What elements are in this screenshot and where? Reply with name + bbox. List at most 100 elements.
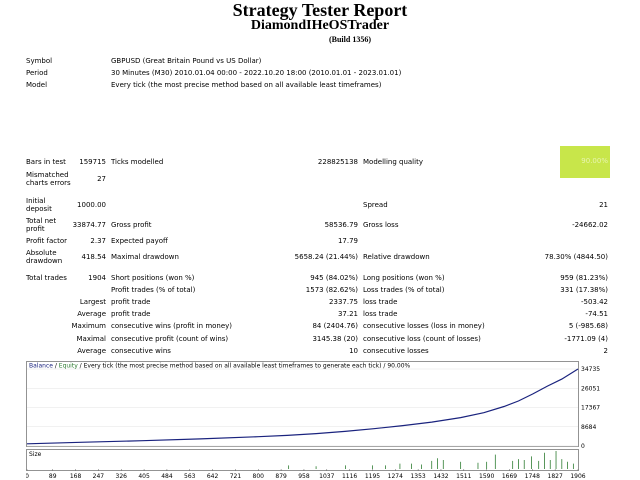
x-tick-label: 879 <box>275 473 287 479</box>
report-title: Strategy Tester Report <box>232 0 408 20</box>
absdd-value: 418.54 <box>81 253 107 261</box>
maximal-label: Maximal <box>76 335 106 343</box>
avglosses-label: consecutive losses <box>363 347 429 355</box>
x-tick-label: 1353 <box>410 473 425 479</box>
ltrades-value: 331 (17.38%) <box>560 286 608 294</box>
grossloss-value: -24662.02 <box>572 221 608 229</box>
payoff-value: 17.79 <box>337 237 358 245</box>
average-label: Average <box>77 310 106 318</box>
period-value: 30 Minutes (M30) 2010.01.04 00:00 - 2022… <box>111 69 402 77</box>
pf-label: Profit factor <box>26 237 67 245</box>
x-tick-label: 958 <box>298 473 310 479</box>
average-profit-label: profit trade <box>111 310 151 318</box>
main-plot-frame <box>26 361 579 447</box>
x-tick-label: 800 <box>253 473 265 479</box>
x-tick-label: 1590 <box>479 473 494 479</box>
expert-name: DiamondIHeOSTrader <box>250 18 390 33</box>
payoff-label: Expected payoff <box>111 237 168 245</box>
pf-value: 2.37 <box>90 237 106 245</box>
ticks-label: Ticks modelled <box>111 158 164 166</box>
long-label: Long positions (won %) <box>363 274 445 282</box>
maximalwins-label: consecutive profit (count of wins) <box>111 335 229 343</box>
y-tick-label: 17367 <box>581 405 600 412</box>
largest-profit-label: profit trade <box>111 298 151 306</box>
average-loss-label: loss trade <box>363 310 398 318</box>
x-tick-label: 168 <box>70 473 82 479</box>
x-tick-label: 563 <box>184 473 196 479</box>
long-value: 959 (81.23%) <box>560 274 608 282</box>
grossprofit-label: Gross profit <box>111 221 152 229</box>
netprofit-value: 33874.77 <box>72 221 106 229</box>
short-label: Short positions (won %) <box>111 274 195 282</box>
legend-sep: / <box>53 363 59 370</box>
ltrades-label: Loss trades (% of total) <box>363 286 445 294</box>
period-label: Period <box>26 69 48 77</box>
legend-description: / Every tick (the most precise method ba… <box>78 363 411 370</box>
size-plot-frame <box>26 449 579 471</box>
x-tick-label: 326 <box>116 473 128 479</box>
x-tick-label: 1748 <box>525 473 540 479</box>
average-profit-value: 37.21 <box>337 310 358 318</box>
x-axis-ticks: 0 89 168 247 326 405 484 563 642 721 800 879 958 1037… <box>26 469 586 479</box>
deposit-value: 1000.00 <box>77 201 106 209</box>
quality-label: Modelling quality <box>363 158 423 166</box>
x-tick-label: 1669 <box>502 473 517 479</box>
legend-balance: Balance <box>29 363 53 370</box>
maximum-label: Maximum <box>71 322 107 330</box>
model-value: Every tick (the most precise method base… <box>111 81 382 89</box>
deposit-label-1: Initial <box>26 197 46 205</box>
balance-series-line <box>26 368 579 445</box>
largest-label: Largest <box>79 298 106 306</box>
netprofit-label-2: profit <box>26 225 45 233</box>
x-tick-label: 642 <box>207 473 219 479</box>
y-tick-label: 0 <box>581 443 585 450</box>
balance-chart: Balance / Equity / Every tick (the most … <box>26 361 600 479</box>
size-bars <box>288 451 574 469</box>
chart-legend: Balance / Equity / Every tick (the most … <box>29 363 411 370</box>
mismatch-label-2: charts errors <box>26 179 71 187</box>
x-tick-label: 247 <box>93 473 105 479</box>
maximallosses-value: -1771.09 (4) <box>564 335 608 343</box>
size-label: Size <box>29 451 42 458</box>
y-axis-ticks: 34735 26051 17367 8684 0 <box>581 366 600 450</box>
x-tick-label: 1116 <box>342 473 357 479</box>
largest-loss-label: loss trade <box>363 298 398 306</box>
symbol-label: Symbol <box>26 57 53 65</box>
x-tick-label: 484 <box>161 473 173 479</box>
maxwins-label: consecutive wins (profit in money) <box>111 322 233 330</box>
quality-highlight <box>560 146 610 178</box>
maxlosses-label: consecutive losses (loss in money) <box>363 322 485 330</box>
maxlosses-value: 5 (-985.68) <box>568 322 608 330</box>
x-tick-label: 1195 <box>365 473 380 479</box>
x-tick-label: 89 <box>49 473 57 479</box>
ticks-value: 228825138 <box>317 158 358 166</box>
largest-loss-value: -503.42 <box>580 298 608 306</box>
avglosses-value: 2 <box>603 347 608 355</box>
x-tick-label: 1432 <box>433 473 448 479</box>
maxwins-value: 84 (2404.76) <box>312 322 358 330</box>
maxdd-label: Maximal drawdown <box>111 253 179 261</box>
grossprofit-value: 58536.79 <box>324 221 358 229</box>
chart-grid <box>27 368 578 447</box>
y-tick-label: 34735 <box>581 366 600 373</box>
mismatch-label-1: Mismatched <box>26 171 69 179</box>
trades-value: 1904 <box>88 274 106 282</box>
reldd-value: 78.30% (4844.50) <box>544 253 608 261</box>
y-tick-label: 8684 <box>581 424 596 431</box>
average-loss-value: -74.51 <box>585 310 608 318</box>
quality-value: 90.00% <box>581 157 608 165</box>
avgwins-value: 10 <box>349 347 358 355</box>
symbol-value: GBPUSD (Great Britain Pound vs US Dollar… <box>111 57 262 65</box>
x-tick-label: 1274 <box>388 473 403 479</box>
x-tick-label: 721 <box>230 473 242 479</box>
spread-value: 21 <box>599 201 608 209</box>
spread-label: Spread <box>363 201 388 209</box>
maximallosses-label: consecutive loss (count of losses) <box>363 335 481 343</box>
maximalwins-value: 3145.38 (20) <box>312 335 358 343</box>
x-tick-label: 405 <box>138 473 150 479</box>
short-value: 945 (84.02%) <box>310 274 358 282</box>
ptrades-value: 1573 (82.62%) <box>305 286 358 294</box>
model-label: Model <box>26 81 48 89</box>
reldd-label: Relative drawdown <box>363 253 430 261</box>
maxdd-value: 5658.24 (21.44%) <box>294 253 358 261</box>
